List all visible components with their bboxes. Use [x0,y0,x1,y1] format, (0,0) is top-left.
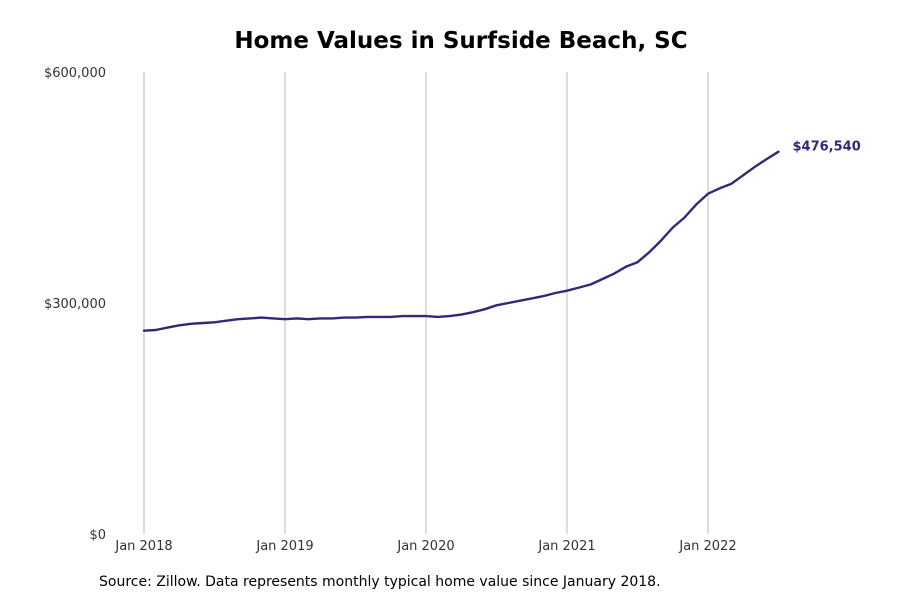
x-tick-label: Jan 2018 [114,539,172,554]
chart-source-note: Source: Zillow. Data represents monthly … [99,574,661,590]
y-axis-labels: $0 $300,000 $600,000 [44,66,106,543]
x-tick-label: Jan 2020 [396,539,454,554]
x-axis-labels: Jan 2018 Jan 2019 Jan 2020 Jan 2021 Jan 2022 [114,539,736,554]
x-tick-label: Jan 2021 [537,539,595,554]
x-tick-label: Jan 2022 [678,539,736,554]
x-tick-label: Jan 2019 [255,539,313,554]
end-value-label: $476,540 [793,140,861,155]
home-value-series-line [142,150,780,332]
grid-lines [143,72,709,534]
y-tick-label: $300,000 [44,297,106,312]
y-tick-label: $600,000 [44,66,106,81]
y-tick-label: $0 [89,528,106,543]
chart-title: Home Values in Surfside Beach, SC [234,28,688,54]
